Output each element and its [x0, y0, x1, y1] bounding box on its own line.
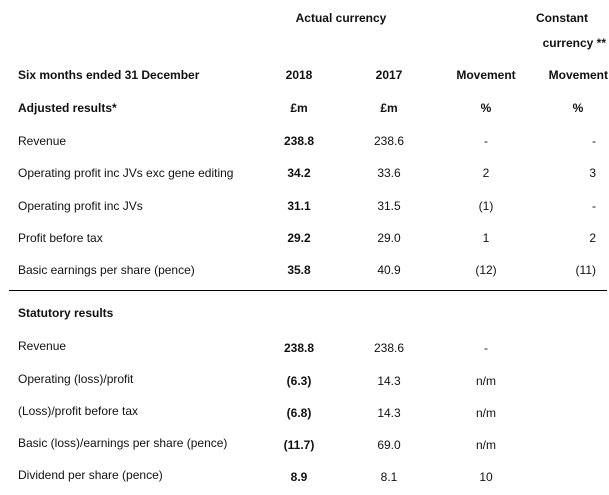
adjusted-row-label: Operating profit inc JVs exc gene editin… [18, 166, 234, 180]
column-header-2018: 2018 [285, 68, 313, 82]
adjusted-row-2018: 31.1 [287, 199, 311, 213]
adjusted-row-2017: 40.9 [377, 263, 401, 277]
adjusted-row-cc: - [592, 134, 596, 148]
unit-movement: % [480, 101, 492, 115]
adjusted-results-title: Adjusted results* [18, 101, 117, 115]
unit-2017: £m [380, 101, 398, 115]
adjusted-row-cc: - [592, 199, 596, 213]
constant-currency-header-line2: currency ** [542, 36, 606, 50]
statutory-row-2017: 14.3 [377, 406, 401, 420]
statutory-row-2018: 8.9 [290, 470, 308, 484]
statutory-results-title: Statutory results [18, 306, 114, 320]
statutory-row-movement: n/m [475, 438, 496, 452]
statutory-row-2017: 238.6 [373, 341, 405, 355]
adjusted-row-movement: (1) [478, 199, 494, 213]
column-header-movement: Movement [456, 68, 516, 82]
actual-currency-header: Actual currency [295, 11, 387, 25]
statutory-row-2018: (11.7) [283, 438, 315, 452]
adjusted-row-2017: 33.6 [377, 166, 401, 180]
statutory-row-movement: n/m [475, 374, 496, 388]
statutory-row-label: Basic (loss)/earnings per share (pence) [18, 436, 228, 450]
statutory-row-label: (Loss)/profit before tax [18, 404, 139, 418]
column-header-cc-movement: Movement [548, 68, 608, 82]
statutory-row-2018: 238.8 [283, 341, 315, 355]
adjusted-row-movement: - [484, 134, 488, 148]
adjusted-row-label: Operating profit inc JVs [18, 199, 143, 213]
adjusted-row-label: Basic earnings per share (pence) [18, 263, 195, 277]
statutory-row-movement: n/m [475, 406, 496, 420]
adjusted-row-2017: 29.0 [377, 231, 401, 245]
unit-cc-movement: % [572, 101, 584, 115]
statutory-row-movement: 10 [479, 470, 493, 484]
statutory-row-2017: 14.3 [377, 374, 401, 388]
section-divider [9, 290, 607, 291]
statutory-row-label: Revenue [18, 339, 67, 353]
constant-currency-header-line1: Constant [536, 11, 588, 25]
adjusted-row-2018: 238.8 [283, 134, 315, 148]
statutory-row-2018: (6.3) [286, 374, 312, 388]
statutory-row-2017: 69.0 [377, 438, 401, 452]
adjusted-row-cc: (11) [575, 263, 596, 277]
adjusted-row-2017: 31.5 [377, 199, 401, 213]
adjusted-row-movement: (12) [475, 263, 497, 277]
adjusted-row-cc: 3 [589, 166, 596, 180]
adjusted-row-2018: 29.2 [287, 231, 311, 245]
adjusted-row-movement: 2 [482, 166, 490, 180]
statutory-row-label: Dividend per share (pence) [18, 468, 163, 482]
statutory-row-movement: - [484, 341, 488, 355]
column-header-2017: 2017 [375, 68, 403, 82]
adjusted-row-label: Revenue [18, 134, 67, 148]
adjusted-row-movement: 1 [482, 231, 490, 245]
adjusted-row-2018: 35.8 [287, 263, 311, 277]
adjusted-row-2017: 238.6 [373, 134, 405, 148]
adjusted-row-2018: 34.2 [287, 166, 311, 180]
statutory-row-2017: 8.1 [380, 470, 398, 484]
statutory-row-label: Operating (loss)/profit [18, 372, 134, 386]
adjusted-row-label: Profit before tax [18, 231, 103, 245]
unit-2018: £m [290, 101, 308, 115]
period-label: Six months ended 31 December [18, 68, 200, 82]
statutory-row-2018: (6.8) [286, 406, 312, 420]
adjusted-row-cc: 2 [589, 231, 596, 245]
